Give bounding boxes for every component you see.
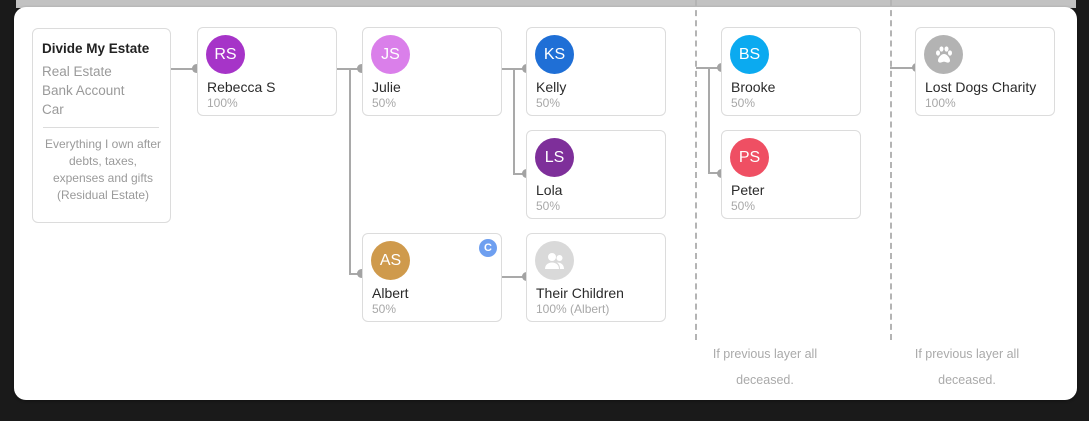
paw-icon xyxy=(924,35,963,74)
beneficiary-card-rebecca[interactable]: RS Rebecca S 100% xyxy=(197,27,337,116)
estate-card[interactable]: Divide My Estate Real Estate Bank Accoun… xyxy=(32,28,171,223)
beneficiary-card-kelly[interactable]: KS Kelly 50% xyxy=(526,27,666,116)
beneficiary-name: Brooke xyxy=(731,79,776,95)
connector xyxy=(708,172,720,174)
beneficiary-share: 100% xyxy=(925,96,956,110)
connector-dot xyxy=(192,64,201,73)
avatar: KS xyxy=(535,35,574,74)
beneficiary-share: 50% xyxy=(372,302,397,316)
beneficiary-card-lola[interactable]: LS Lola 50% xyxy=(526,130,666,219)
beneficiary-name: Lost Dogs Charity xyxy=(925,79,1037,95)
avatar: JS xyxy=(371,35,410,74)
estate-item: Bank Account xyxy=(42,83,125,98)
beneficiary-name: Julie xyxy=(372,79,401,95)
beneficiary-name: Albert xyxy=(372,285,409,301)
estate-item: Real Estate xyxy=(42,64,112,79)
beneficiary-share: 50% xyxy=(372,96,397,110)
avatar: AS xyxy=(371,241,410,280)
beneficiary-card-peter[interactable]: PS Peter 50% xyxy=(721,130,861,219)
window-top-bar xyxy=(16,0,1076,8)
layer-note: If previous layer all deceased. xyxy=(914,347,1020,387)
layer-separator xyxy=(695,0,697,340)
beneficiary-name: Kelly xyxy=(536,79,567,95)
avatar: RS xyxy=(206,35,245,74)
avatar: LS xyxy=(535,138,574,177)
beneficiary-name: Rebecca S xyxy=(207,79,276,95)
beneficiary-share: 50% xyxy=(731,96,756,110)
estate-item: Car xyxy=(42,102,64,117)
beneficiary-card-albert[interactable]: AS C Albert 50% xyxy=(362,233,502,322)
connector xyxy=(513,68,515,175)
connector xyxy=(708,67,710,174)
connector xyxy=(171,68,196,70)
beneficiary-name: Peter xyxy=(731,182,765,198)
beneficiary-name: Their Children xyxy=(536,285,624,301)
connector xyxy=(890,67,916,69)
beneficiary-share: 100% (Albert) xyxy=(536,302,610,316)
connector xyxy=(501,276,525,278)
beneficiary-share: 50% xyxy=(536,96,561,110)
beneficiary-share: 50% xyxy=(731,199,756,213)
connector xyxy=(513,173,525,175)
connector xyxy=(349,273,361,275)
layer-note: If previous layer all deceased. xyxy=(712,347,818,387)
connector xyxy=(349,68,351,275)
connector-dot xyxy=(357,64,366,73)
group-icon xyxy=(535,241,574,280)
avatar: PS xyxy=(730,138,769,177)
connector-dot xyxy=(357,269,366,278)
beneficiary-card-brooke[interactable]: BS Brooke 50% xyxy=(721,27,861,116)
beneficiary-card-charity[interactable]: Lost Dogs Charity 100% xyxy=(915,27,1055,116)
beneficiary-share: 100% xyxy=(207,96,238,110)
beneficiary-card-julie[interactable]: JS Julie 50% xyxy=(362,27,502,116)
estate-description: Everything I own after debts, taxes, exp… xyxy=(44,137,162,202)
layer-separator xyxy=(890,0,892,340)
estate-title: Divide My Estate xyxy=(42,41,150,56)
beneficiary-share: 50% xyxy=(536,199,561,213)
beneficiary-card-their-children[interactable]: Their Children 100% (Albert) xyxy=(526,233,666,322)
beneficiary-name: Lola xyxy=(536,182,563,198)
avatar: BS xyxy=(730,35,769,74)
divider xyxy=(43,127,159,128)
children-badge[interactable]: C xyxy=(479,239,497,257)
